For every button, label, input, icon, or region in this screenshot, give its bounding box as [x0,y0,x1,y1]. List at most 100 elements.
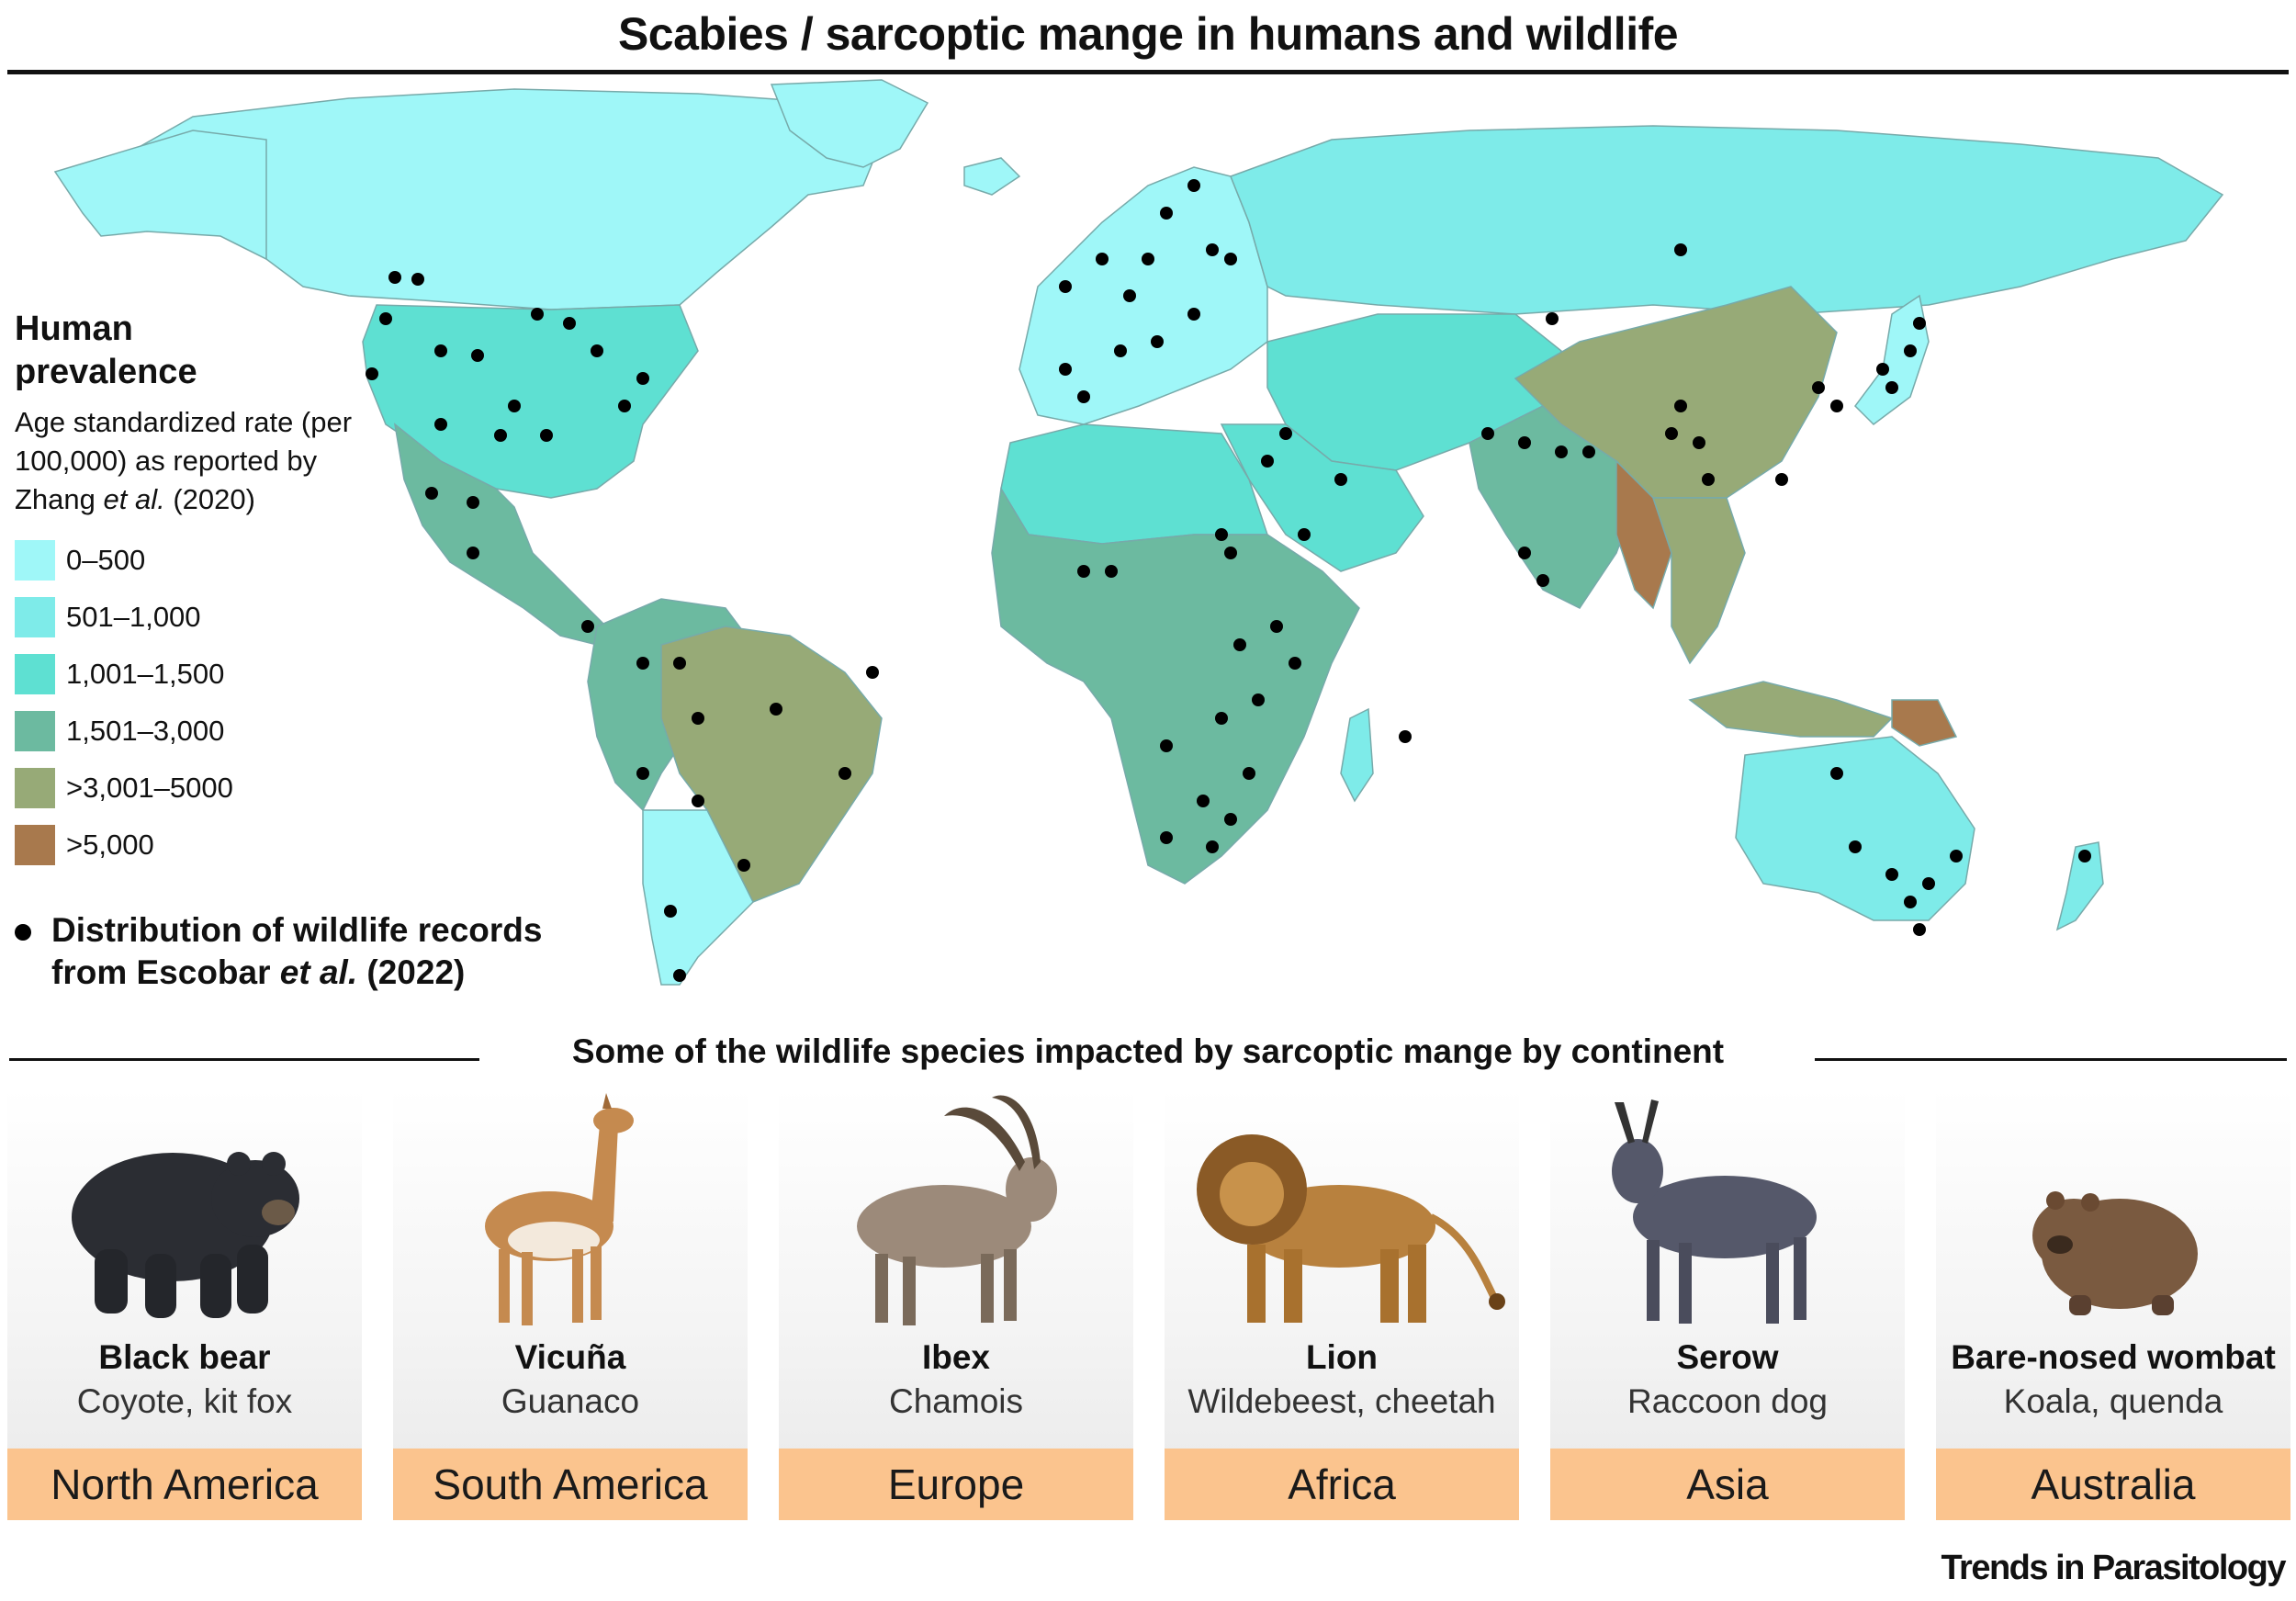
wildlife-record-dot [563,317,576,330]
wildlife-record-dot [471,349,484,362]
wildlife-record-dot [434,418,447,431]
legend-label: 1,501–3,000 [66,715,225,747]
region-new-zealand [2055,841,2104,931]
legend-item: 0–500 [15,532,400,589]
lion-illustration-icon [1197,1134,1505,1323]
legend-item: >3,001–5000 [15,760,400,817]
legend-swatch [15,711,55,751]
wildlife-record-dot [636,657,649,670]
wildlife-record-dot [1123,289,1136,302]
wildlife-key-line2: from Escobar et al. (2022) [51,952,639,994]
species-name: Serow [1676,1338,1779,1376]
wildlife-record-dot [1904,896,1917,908]
legend-swatch [15,654,55,694]
wildlife-record-dot [1160,739,1173,752]
prevalence-legend: Human prevalence Age standardized rate (… [15,308,400,874]
wildlife-record-dot [1059,280,1072,293]
wildlife-record-dot [673,657,686,670]
wildlife-record-dot [2078,850,2091,863]
region-alaska [53,130,267,261]
species-card: Ibex Chamois Europe [779,1088,1133,1520]
wildlife-record-dot [1215,712,1228,725]
wildlife-record-dot [1160,831,1173,844]
wildlife-record-dot [508,400,521,412]
wildlife-record-dot [1334,473,1347,486]
species-name: Ibex [921,1338,991,1376]
wildlife-record-dot [1243,767,1255,780]
section-rule-right [1815,1058,2287,1061]
wildlife-record-dot [1546,312,1559,325]
species-others: Guanaco [501,1382,640,1420]
wildlife-record-dot [664,905,677,918]
wildlife-record-dot [1702,473,1715,486]
species-others: Koala, quenda [2003,1382,2223,1420]
wildlife-record-dot [1224,253,1237,265]
wildlife-record-dot [494,429,507,442]
wildlife-record-dot [636,767,649,780]
species-card: Vicuña Guanaco South America [393,1088,748,1520]
wildlife-record-dot [1518,436,1531,449]
legend-item: 1,501–3,000 [15,703,400,760]
wildlife-record-dot [1270,620,1283,633]
wildlife-record-dot [838,767,851,780]
wildlife-record-dot [1298,528,1311,541]
legend-swatch [15,825,55,865]
legend-heading: Human prevalence [15,310,197,391]
wildlife-record-dot [1261,455,1274,468]
legend-swatch [15,540,55,581]
species-card: Lion Wildebeest, cheetah Africa [1165,1088,1519,1520]
wildlife-record-dot [467,496,479,509]
region-north-africa [1000,423,1269,545]
wildlife-record-dot [1555,445,1568,458]
legend-swatch [15,597,55,637]
legend-label: 0–500 [66,544,146,576]
region-southeast-asia [1651,497,1746,665]
wildlife-record-dot [1913,923,1926,936]
species-name: Lion [1305,1338,1379,1376]
ibex-illustration-icon [857,1095,1057,1325]
wildlife-record-dot [692,795,704,807]
section-rule-left [9,1058,479,1061]
continent-label: North America [7,1449,362,1520]
species-card: Serow Raccoon dog Asia [1550,1088,1905,1520]
wildlife-record-dot [1582,445,1595,458]
legend-label: 501–1,000 [66,601,201,633]
region-madagascar [1340,707,1374,803]
wildlife-record-dot [1151,335,1164,348]
wildlife-record-dot [1252,693,1265,706]
species-name: Vicuña [514,1338,626,1376]
wildlife-record-dot [1279,427,1292,440]
legend-subtitle: Age standardized rate (per 100,000) as r… [15,403,400,519]
wildlife-record-dot [1206,243,1219,256]
wildlife-record-dot [1674,243,1687,256]
legend-items: 0–500 501–1,000 1,001–1,500 1,501–3,000 >3,0… [15,532,400,874]
wildlife-record-dot [1114,344,1127,357]
wildlife-record-dot [1233,638,1246,651]
legend-item: 501–1,000 [15,589,400,646]
wildlife-record-dot [1904,344,1917,357]
wildlife-record-dot [1913,317,1926,330]
wildlife-record-dot [1077,565,1090,578]
region-indonesia [1688,681,1894,738]
serow-illustration-icon [1612,1099,1817,1324]
wildlife-record-dot [1289,657,1301,670]
continent-label: Australia [1936,1449,2290,1520]
continent-label: South America [393,1449,748,1520]
legend-label: >3,001–5000 [66,772,233,804]
wildlife-records-key: Distribution of wildlife records from Es… [15,909,639,994]
wildlife-key-line2-italic: et al. [279,953,358,991]
black-bear-illustration-icon [72,1152,299,1318]
vicuna-illustration-icon [485,1093,634,1325]
wildlife-record-dot [1059,363,1072,376]
continent-label: Africa [1165,1449,1519,1520]
wildlife-record-dot [1876,363,1889,376]
wildlife-record-dot [1197,795,1210,807]
legend-item: >5,000 [15,817,400,874]
species-card: Black bear Coyote, kit fox North America [7,1088,362,1520]
wildlife-record-dot [434,344,447,357]
species-others: Coyote, kit fox [76,1382,293,1420]
legend-label: 1,001–1,500 [66,658,225,690]
wildlife-record-dot [379,312,392,325]
wildlife-key-line2-year: (2022) [357,953,466,991]
region-iceland [963,157,1021,196]
